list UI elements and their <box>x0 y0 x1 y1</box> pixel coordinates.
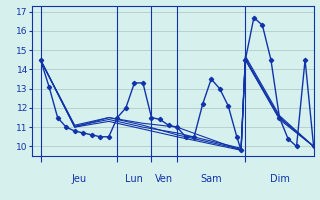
Text: Ven: Ven <box>155 174 173 184</box>
Text: Sam: Sam <box>200 174 222 184</box>
Text: Lun: Lun <box>125 174 143 184</box>
Text: Dim: Dim <box>269 174 289 184</box>
Text: Jeu: Jeu <box>71 174 86 184</box>
